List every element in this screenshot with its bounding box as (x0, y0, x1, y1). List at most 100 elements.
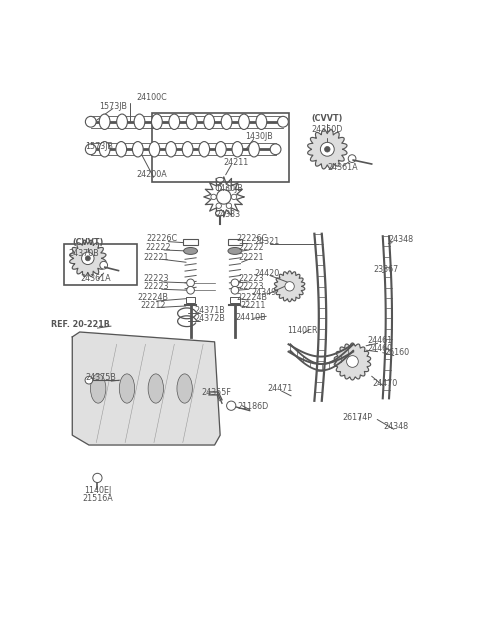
Ellipse shape (134, 114, 145, 130)
Text: (CVVT): (CVVT) (311, 114, 342, 123)
Text: 22223: 22223 (239, 274, 264, 283)
Circle shape (82, 252, 94, 265)
Polygon shape (275, 271, 305, 302)
Polygon shape (308, 130, 347, 169)
Circle shape (85, 116, 96, 127)
Text: 24420: 24420 (255, 269, 280, 278)
Circle shape (187, 286, 194, 294)
Ellipse shape (204, 114, 215, 130)
Text: 1140EJ: 1140EJ (84, 486, 111, 494)
Text: (CVVT): (CVVT) (72, 238, 104, 247)
Text: 22224B: 22224B (137, 293, 168, 302)
Ellipse shape (216, 177, 224, 182)
Circle shape (348, 155, 356, 163)
Text: 24372B: 24372B (194, 315, 225, 323)
Ellipse shape (256, 114, 267, 130)
Circle shape (216, 189, 231, 204)
Ellipse shape (90, 374, 106, 403)
Ellipse shape (148, 374, 164, 403)
Text: 24348: 24348 (383, 422, 408, 431)
Ellipse shape (177, 374, 192, 403)
Text: 24460: 24460 (367, 345, 392, 353)
Text: 24211: 24211 (223, 158, 248, 167)
Bar (230, 297, 240, 302)
Ellipse shape (199, 142, 210, 157)
Text: 22223: 22223 (239, 283, 264, 292)
Polygon shape (70, 240, 106, 276)
Text: 24410B: 24410B (235, 313, 266, 322)
Circle shape (324, 147, 330, 152)
Text: 22221: 22221 (239, 253, 264, 262)
Text: 24355F: 24355F (202, 388, 231, 397)
Ellipse shape (232, 142, 243, 157)
Circle shape (100, 262, 108, 269)
Ellipse shape (149, 142, 160, 157)
Text: 24321: 24321 (255, 237, 280, 246)
Circle shape (216, 186, 221, 191)
Ellipse shape (249, 142, 259, 157)
Circle shape (85, 376, 93, 384)
Bar (228, 239, 242, 244)
Text: 24200A: 24200A (136, 170, 167, 179)
Text: 26160: 26160 (384, 348, 409, 357)
Text: 1430JB: 1430JB (245, 133, 273, 142)
Circle shape (285, 281, 294, 291)
Text: 1573JB: 1573JB (99, 101, 127, 110)
Text: 1140ER: 1140ER (287, 326, 317, 335)
Ellipse shape (99, 142, 110, 157)
Text: 22223: 22223 (144, 283, 169, 292)
Ellipse shape (166, 142, 177, 157)
Ellipse shape (182, 142, 193, 157)
Text: 24371B: 24371B (194, 306, 225, 315)
Text: 22223: 22223 (144, 274, 169, 283)
Ellipse shape (228, 248, 242, 255)
Ellipse shape (186, 114, 197, 130)
Ellipse shape (99, 114, 110, 130)
Ellipse shape (120, 374, 135, 403)
Text: 24349: 24349 (252, 288, 277, 297)
Ellipse shape (116, 142, 127, 157)
Bar (64, 244, 137, 285)
Text: 23367: 23367 (373, 265, 398, 274)
Text: 1573JB: 1573JB (85, 142, 113, 151)
Circle shape (320, 142, 334, 156)
Circle shape (231, 194, 237, 200)
Text: 24471: 24471 (267, 384, 293, 393)
Circle shape (85, 256, 90, 261)
Text: 24348: 24348 (388, 235, 413, 244)
Circle shape (216, 203, 221, 209)
Circle shape (93, 473, 102, 482)
Text: 22226C: 22226C (236, 234, 267, 243)
Text: 24100C: 24100C (136, 93, 167, 101)
Text: 21516A: 21516A (82, 494, 113, 503)
Circle shape (226, 203, 232, 209)
Ellipse shape (221, 114, 232, 130)
Text: 24333: 24333 (216, 210, 241, 219)
Text: 24370B: 24370B (69, 249, 99, 258)
Circle shape (270, 144, 281, 154)
Text: REF. 20-221B: REF. 20-221B (51, 320, 110, 329)
Bar (183, 239, 198, 244)
Circle shape (211, 194, 216, 200)
Text: 24361A: 24361A (327, 163, 358, 172)
Text: 21186D: 21186D (238, 402, 269, 411)
Text: 1430JB: 1430JB (215, 184, 242, 193)
Circle shape (277, 116, 288, 127)
Ellipse shape (184, 248, 197, 255)
Text: 22224B: 22224B (236, 293, 267, 302)
Text: 26174P: 26174P (342, 413, 372, 422)
Bar (186, 297, 195, 302)
Text: 22211: 22211 (240, 302, 265, 311)
Ellipse shape (216, 142, 226, 157)
Text: 22222: 22222 (145, 243, 171, 252)
Text: 22221: 22221 (144, 253, 169, 262)
Ellipse shape (152, 114, 162, 130)
Ellipse shape (117, 114, 127, 130)
Circle shape (187, 279, 194, 286)
Circle shape (231, 286, 239, 294)
Ellipse shape (169, 114, 180, 130)
Text: 22222: 22222 (239, 243, 264, 252)
Polygon shape (334, 343, 371, 380)
Text: 22226C: 22226C (146, 234, 178, 243)
Text: 24375B: 24375B (85, 373, 117, 382)
